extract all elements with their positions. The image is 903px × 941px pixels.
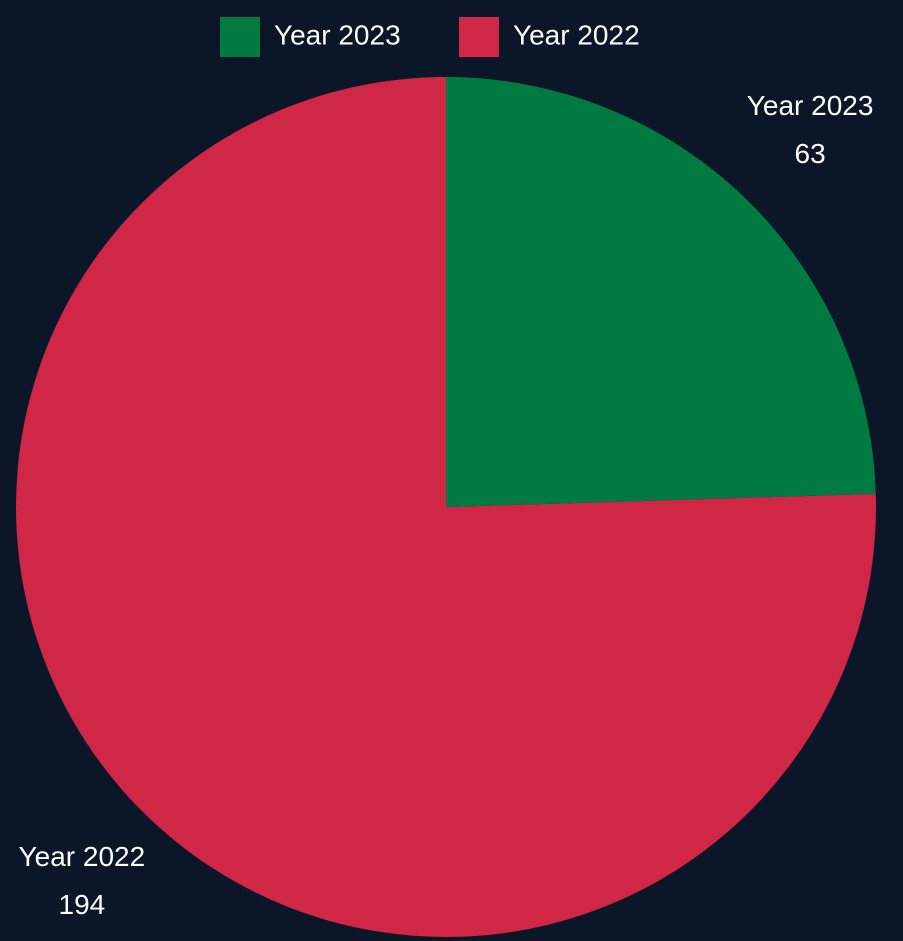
slice-label: Year 2023 <box>747 90 874 121</box>
pie-slice <box>15 77 876 937</box>
legend-label: Year 2023 <box>274 19 401 50</box>
legend-swatch <box>459 17 499 57</box>
legend-label: Year 2022 <box>513 19 640 50</box>
slice-label: Year 2022 <box>19 841 146 872</box>
legend-swatch <box>220 17 260 57</box>
slice-value: 194 <box>59 889 106 920</box>
slice-value: 63 <box>795 138 826 169</box>
pie-slice <box>446 77 876 507</box>
